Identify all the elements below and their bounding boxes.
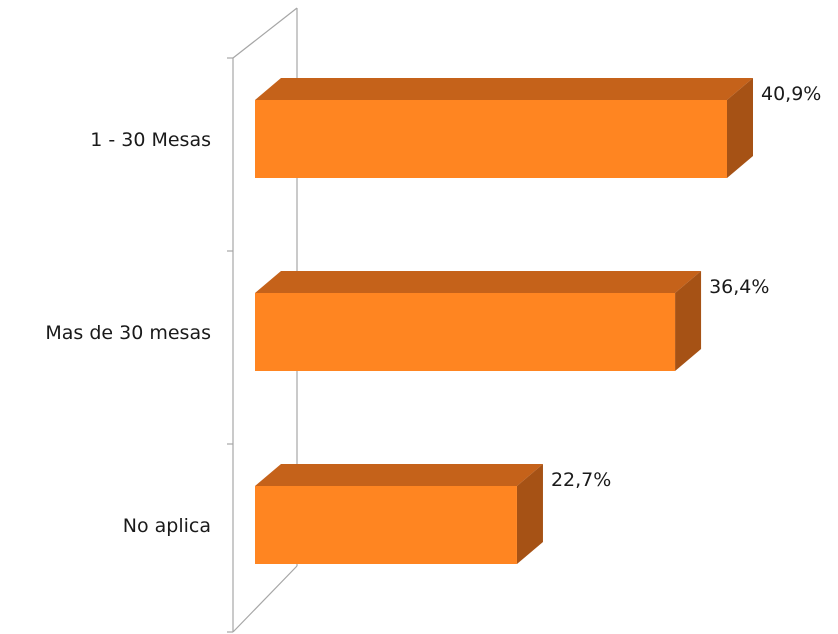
bar-side-face — [516, 464, 543, 564]
data-label: 40,9% — [761, 83, 821, 105]
bar-top-face — [255, 464, 543, 486]
axis-wall-top — [232, 7, 298, 59]
bar-side-face — [675, 271, 702, 371]
category-label: Mas de 30 mesas — [45, 322, 211, 344]
category-label: 1 - 30 Mesas — [90, 129, 211, 151]
bar — [255, 100, 727, 178]
axis-wall-bottom — [232, 565, 298, 633]
bars — [255, 78, 753, 564]
bar — [255, 486, 517, 564]
bar-top-face — [255, 78, 753, 100]
bar-top-face — [255, 271, 702, 293]
labels: 1 - 30 Mesas 40,9% Mas de 30 mesas 36,4% No … — [45, 83, 821, 537]
bar — [255, 293, 676, 371]
data-label: 22,7% — [551, 469, 611, 491]
bar-side-face — [727, 78, 753, 178]
category-label: No aplica — [123, 515, 211, 537]
data-label: 36,4% — [709, 276, 769, 298]
